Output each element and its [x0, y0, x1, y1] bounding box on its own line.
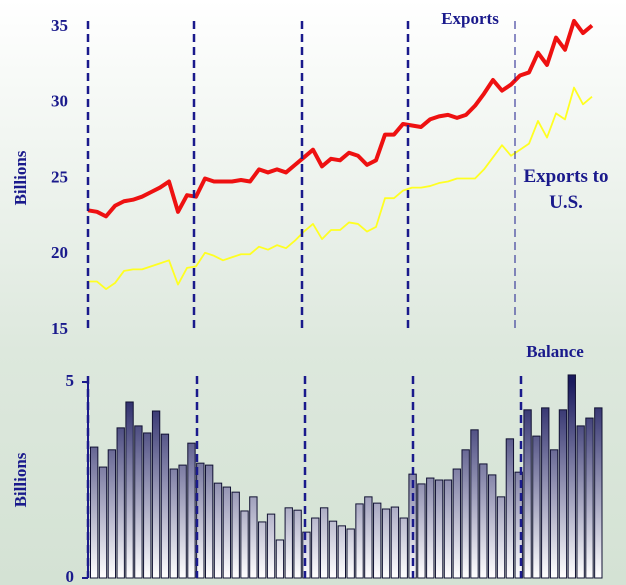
- bar: [231, 491, 240, 579]
- bar: [549, 449, 559, 579]
- bar: [151, 410, 161, 579]
- bar: [390, 506, 400, 579]
- bar: [222, 486, 232, 579]
- bar: [98, 466, 108, 579]
- bar: [302, 531, 311, 579]
- bar: [381, 508, 391, 579]
- bar: [399, 517, 408, 579]
- bar: [293, 509, 302, 579]
- bar: [311, 517, 320, 579]
- bar: [346, 528, 355, 579]
- bar: [417, 483, 426, 579]
- y-tick-label: 0: [66, 567, 75, 585]
- bar: [576, 425, 585, 579]
- bar: [337, 525, 347, 579]
- bar: [373, 502, 382, 579]
- bar: [479, 463, 488, 579]
- y-tick-label: 35: [51, 16, 68, 35]
- bar: [541, 407, 550, 579]
- bar: [434, 479, 444, 579]
- bar: [532, 435, 541, 579]
- bar: [470, 429, 479, 579]
- line-series: [88, 86, 593, 290]
- bar: [143, 432, 152, 579]
- bar: [319, 507, 329, 579]
- bar: [426, 477, 435, 579]
- bar: [461, 449, 470, 579]
- bar: [523, 409, 532, 579]
- bar: [275, 539, 285, 579]
- bar: [567, 374, 576, 579]
- y-tick-label: 20: [51, 243, 68, 262]
- bar: [187, 442, 196, 579]
- bar: [125, 401, 134, 579]
- bar: [266, 513, 276, 579]
- bar: [240, 510, 249, 579]
- series-label: Exports: [441, 9, 499, 28]
- y-tick-label: 30: [51, 92, 68, 111]
- bar: [213, 482, 223, 579]
- bar: [160, 433, 170, 579]
- bar: [204, 464, 214, 579]
- bar: [558, 409, 568, 579]
- bar: [328, 520, 338, 579]
- bar: [134, 425, 143, 579]
- bar: [169, 468, 178, 579]
- bar: [90, 446, 99, 579]
- bar: [514, 471, 523, 579]
- bar: [284, 507, 293, 579]
- y-tick-label: 5: [66, 371, 75, 390]
- bar: [107, 449, 117, 579]
- series-label: Balance: [526, 342, 584, 361]
- bar: [585, 417, 594, 579]
- bar: [594, 407, 603, 579]
- bar: [258, 521, 267, 579]
- bar: [488, 474, 497, 579]
- bar: [116, 427, 125, 579]
- y-axis-label: Billions: [11, 452, 30, 507]
- y-tick-label: 25: [51, 167, 68, 186]
- bar: [178, 464, 187, 579]
- bar: [355, 503, 364, 579]
- series-label: Exports to U.S.: [523, 166, 609, 213]
- bar: [364, 496, 373, 579]
- bar: [452, 468, 461, 579]
- line-series: [87, 18, 594, 219]
- bar: [443, 479, 453, 579]
- bar: [249, 496, 258, 579]
- bar: [505, 438, 515, 579]
- bar: [496, 496, 506, 579]
- y-tick-label: 15: [51, 319, 68, 338]
- y-axis-label: Billions: [11, 150, 30, 205]
